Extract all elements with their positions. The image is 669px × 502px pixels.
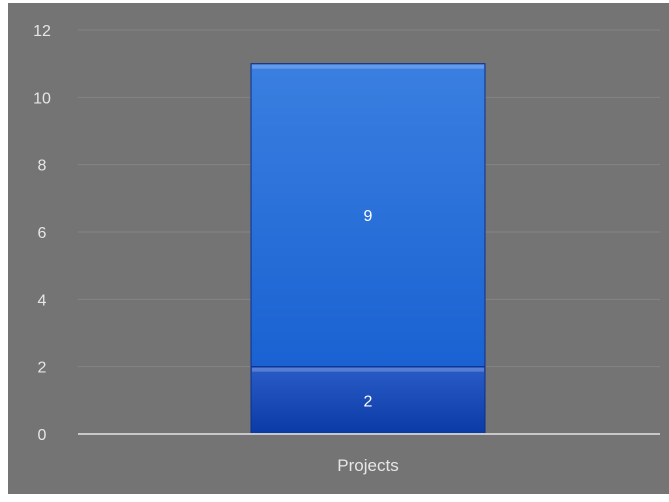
- x-axis-ticks: Projects: [337, 456, 398, 475]
- data-label: 2: [364, 393, 373, 410]
- y-tick-label: 10: [33, 90, 51, 107]
- bar-segment-highlight: [252, 64, 484, 69]
- bar-segment: [250, 366, 486, 435]
- data-labels: 29: [364, 208, 373, 410]
- y-axis-ticks: 0 2 4 6 8 10 12: [33, 23, 51, 444]
- bar-segment-highlight: [252, 367, 484, 372]
- bar-segment: [250, 63, 486, 368]
- y-tick-label: 2: [38, 360, 47, 377]
- data-label: 9: [364, 208, 373, 225]
- y-tick-label: 0: [38, 427, 47, 444]
- x-tick-label: Projects: [337, 456, 398, 475]
- y-tick-label: 8: [38, 158, 47, 175]
- bars: [250, 63, 486, 435]
- y-tick-label: 4: [38, 292, 47, 309]
- y-tick-label: 12: [33, 23, 51, 40]
- y-tick-label: 6: [38, 225, 47, 242]
